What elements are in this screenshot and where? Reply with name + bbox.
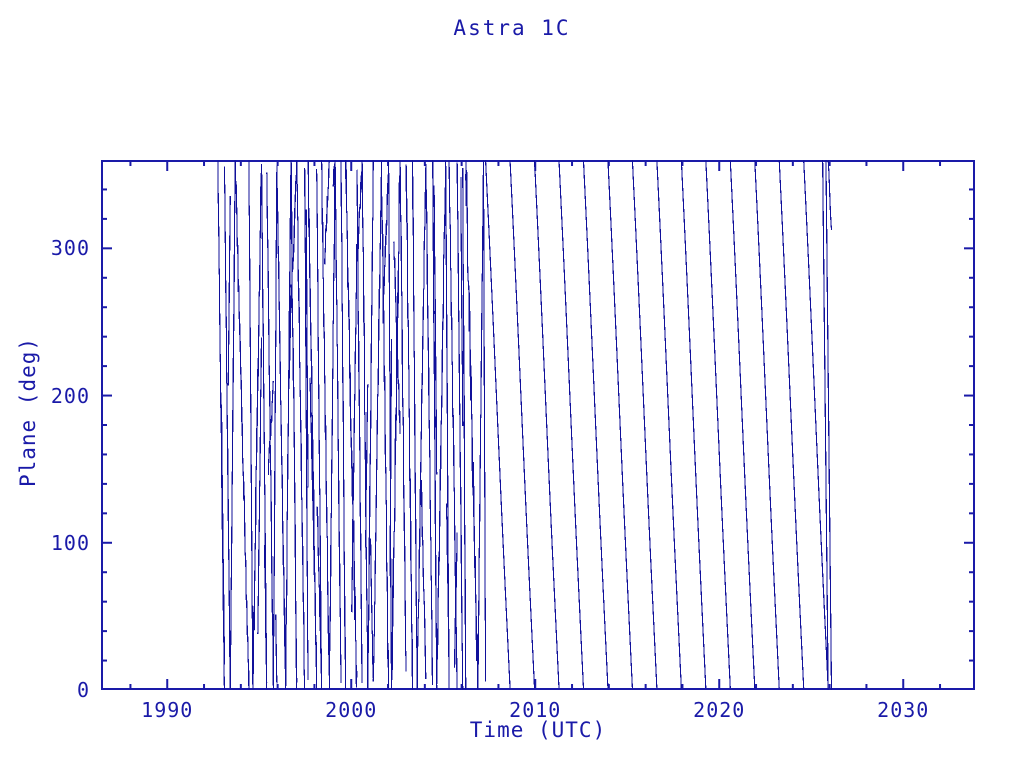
y-axis-label: Plane (deg): [16, 336, 40, 488]
x-tick-label: 2030: [877, 698, 930, 722]
x-axis-label: Time (UTC): [469, 718, 607, 742]
x-tick-label: 2000: [325, 698, 378, 722]
plot-canvas: [101, 160, 975, 690]
x-tick-label: 2020: [693, 698, 746, 722]
chart-title: Astra 1C: [453, 16, 571, 40]
y-tick-label: 0: [76, 678, 90, 702]
y-tick-label: 100: [50, 530, 90, 555]
plot-area: [101, 160, 975, 690]
x-tick-label: 2010: [509, 698, 562, 722]
x-tick-label: 1990: [141, 698, 194, 722]
y-tick-label: 200: [50, 383, 90, 408]
y-tick-label: 300: [50, 236, 90, 261]
